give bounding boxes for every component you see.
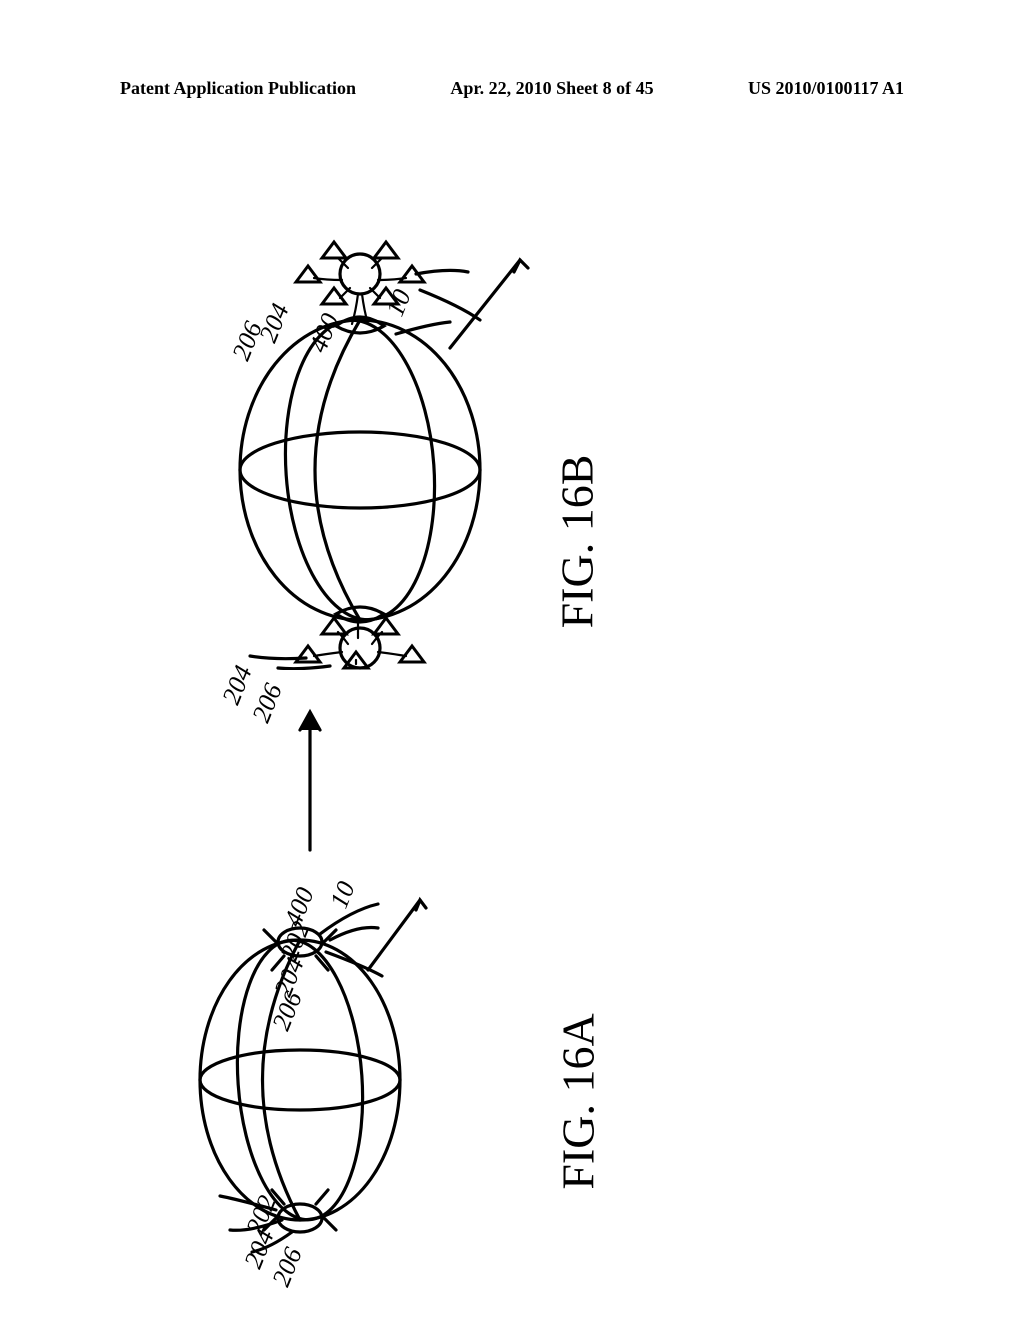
transition-arrow-icon — [290, 700, 330, 860]
figure-area: FIG. 16A FIG. 16B 10 400 202 204 206 202… — [0, 140, 1024, 1260]
fig-16a-label: FIG. 16A — [552, 1013, 605, 1189]
fig-16b-drawing — [100, 230, 620, 670]
page-header: Patent Application Publication Apr. 22, … — [0, 78, 1024, 99]
header-left: Patent Application Publication — [120, 78, 356, 99]
header-center: Apr. 22, 2010 Sheet 8 of 45 — [450, 78, 653, 99]
fig-16b-label: FIG. 16B — [550, 455, 603, 629]
header-right: US 2010/0100117 A1 — [748, 78, 904, 99]
